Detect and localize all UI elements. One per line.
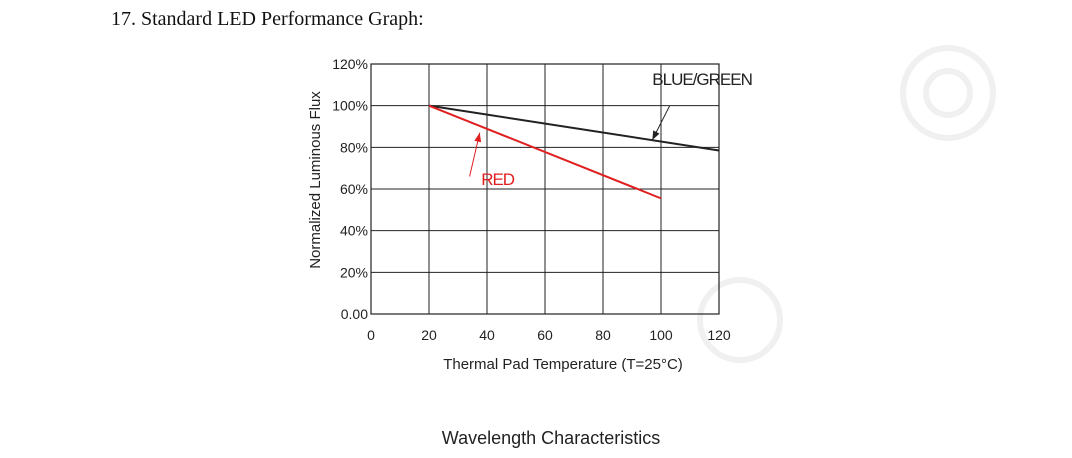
series-line-blue-green bbox=[428, 104, 720, 152]
x-axis-title: Thermal Pad Temperature (T=25°C) bbox=[443, 356, 683, 373]
y-tick-label: 40% bbox=[340, 223, 368, 239]
y-tick-label: 20% bbox=[340, 264, 368, 280]
y-axis-title: Normalized Luminous Flux bbox=[307, 91, 324, 269]
series-line-red bbox=[428, 104, 662, 200]
annotation-arrowhead bbox=[474, 132, 482, 143]
chart-ticks: 0 20 40 60 80 100 120 0.00 20% 40% 60% 80% 100% 120% bbox=[332, 56, 731, 343]
y-tick-label: 100% bbox=[332, 98, 368, 114]
x-tick-label: 20 bbox=[421, 327, 437, 343]
watermark-rings bbox=[697, 45, 996, 363]
x-tick-label: 40 bbox=[479, 327, 495, 343]
section-heading: 17. Standard LED Performance Graph: bbox=[111, 8, 424, 30]
chart-caption: Wavelength Characteristics bbox=[442, 428, 660, 448]
series-label: BLUE/GREEN bbox=[652, 70, 752, 89]
x-tick-label: 100 bbox=[649, 327, 673, 343]
x-tick-label: 60 bbox=[537, 327, 553, 343]
x-tick-label: 120 bbox=[707, 327, 731, 343]
series-label: RED bbox=[481, 170, 515, 189]
chart-series bbox=[428, 104, 720, 200]
y-tick-label: 60% bbox=[340, 181, 368, 197]
chart-annotations: BLUE/GREEN RED bbox=[469, 70, 753, 189]
annotation-arrowhead bbox=[652, 130, 660, 141]
y-tick-label: 80% bbox=[340, 139, 368, 155]
x-tick-label: 0 bbox=[367, 327, 375, 343]
chart-grid bbox=[370, 63, 720, 315]
y-tick-label: 0.00 bbox=[341, 306, 368, 322]
y-tick-label: 120% bbox=[332, 56, 368, 72]
x-tick-label: 80 bbox=[595, 327, 611, 343]
